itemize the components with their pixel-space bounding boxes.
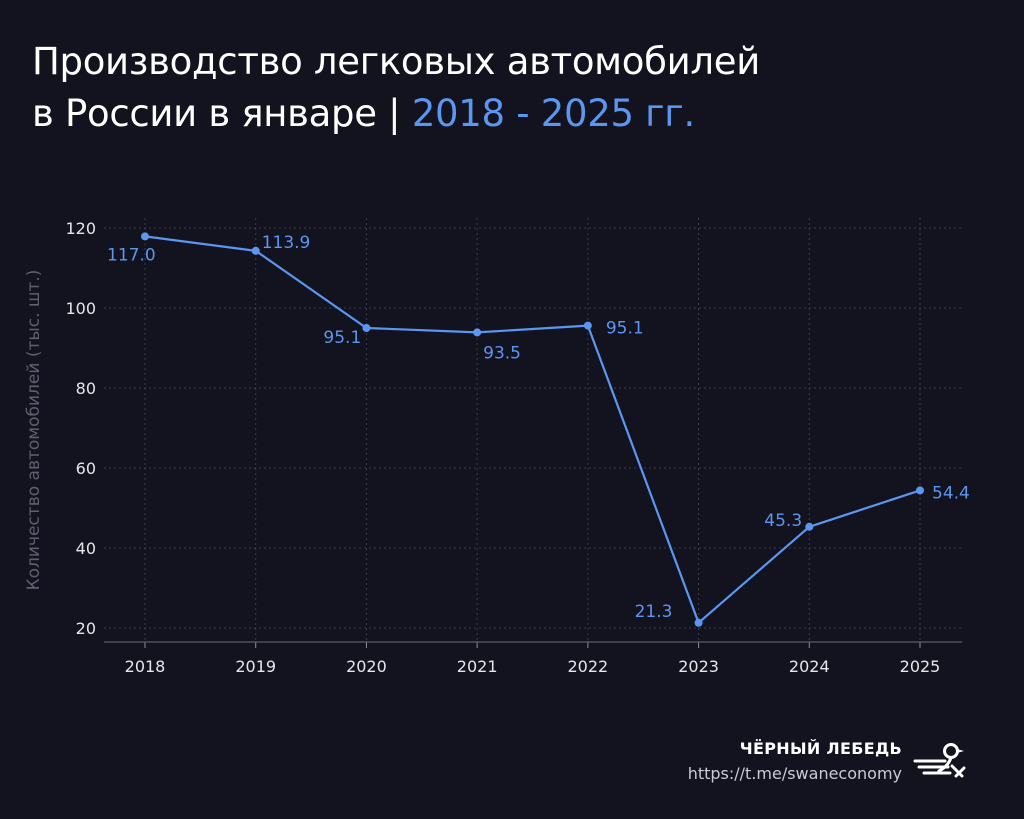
data-point-2023 [694,618,703,627]
x-tick-label-2021: 2021 [457,657,498,676]
data-label-2018: 117.0 [107,245,156,265]
data-label-2024: 45.3 [764,511,802,531]
x-tick-label-2024: 2024 [789,657,830,676]
y-tick-label-120: 120 [65,219,96,238]
data-point-2020 [362,324,371,332]
data-point-2022 [583,321,592,330]
footer-brand: ЧЁРНЫЙ ЛЕБЕДЬ [739,739,902,758]
series-line [144,235,921,624]
title-separator: | [388,92,401,135]
x-tick-label-2022: 2022 [567,657,608,676]
y-tick-label-40: 40 [76,539,96,558]
data-label-2025: 54.4 [932,483,970,503]
title-line-2: в России в январе [32,92,377,135]
x-tick-label-2018: 2018 [125,657,166,676]
data-label-2019: 113.9 [262,233,311,253]
title-accent-years: 2018 - 2025 гг. [411,92,695,135]
y-axis-label: Количество автомобилей (тыс. шт.) [24,270,44,591]
data-label-2020: 95.1 [323,328,361,348]
swan-logo-icon [913,743,966,778]
data-point-2018 [141,232,149,241]
data-point-2024 [805,522,814,531]
y-tick-label-60: 60 [76,459,96,478]
data-label-2021: 93.5 [483,343,521,363]
y-tick-label-100: 100 [65,299,96,318]
title-line-1: Производство легковых автомобилей [32,40,760,83]
x-tick-label-2020: 2020 [346,657,387,676]
data-point-2021 [473,328,482,337]
data-point-2019 [251,246,260,255]
data-label-2023: 21.3 [635,602,673,622]
x-tick-label-2019: 2019 [235,657,276,676]
footer-link[interactable]: https://t.me/swaneconomy [687,764,902,783]
y-tick-label-20: 20 [76,619,96,638]
data-point-2025 [916,486,924,495]
x-tick-label-2025: 2025 [900,657,941,676]
x-tick-label-2023: 2023 [678,657,719,676]
data-label-2022: 95.1 [606,319,644,339]
chart-title: Производство легковых автомобилей в Росс… [32,36,992,140]
y-tick-label-80: 80 [76,379,96,398]
